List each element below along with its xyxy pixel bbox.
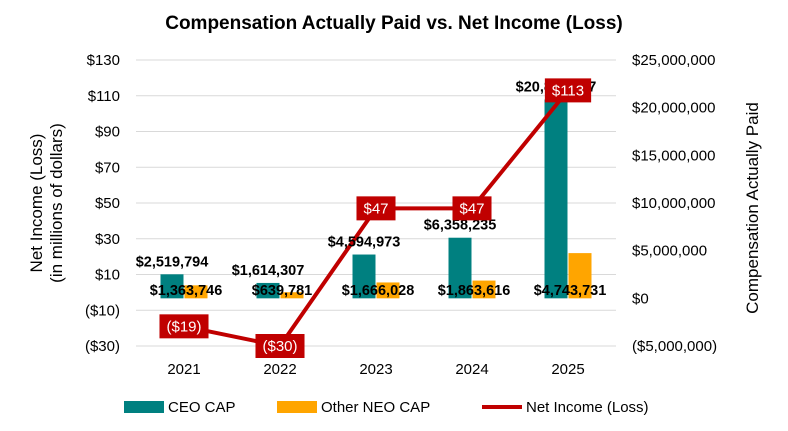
- data-label-ceo-cap: $1,614,307: [232, 263, 305, 279]
- bars: [160, 99, 592, 299]
- net-income-label-box: [452, 196, 492, 221]
- data-label-other-neo-cap: $1,363,746: [150, 283, 223, 299]
- net-income-labels: ($19) ($30) $47 $47 $113: [159, 78, 592, 358]
- bar-ceo-cap: [448, 237, 472, 299]
- bar-other-neo-cap: [568, 253, 592, 299]
- left-axis-title-line2: (in millions of dollars): [47, 123, 66, 283]
- right-tick-label: $20,000,000: [632, 100, 715, 117]
- right-tick-label: ($5,000,000): [632, 338, 717, 355]
- left-tick-label: $70: [95, 159, 120, 176]
- bar-ceo-cap: [544, 99, 568, 299]
- right-tick-label: $0: [632, 290, 649, 307]
- net-income-label: ($19): [159, 314, 209, 339]
- x-tick-label: 2021: [167, 361, 200, 378]
- left-tick-label: ($30): [85, 338, 120, 355]
- x-tick-label: 2025: [551, 361, 584, 378]
- data-label-other-neo-cap: $1,666,028: [342, 283, 415, 299]
- bar-ceo-cap: [160, 274, 184, 299]
- right-tick-label: $25,000,000: [632, 52, 715, 69]
- left-axis-title-line1: Net Income (Loss): [27, 134, 46, 273]
- data-label-other-neo-cap: $4,743,731: [534, 283, 607, 299]
- net-income-label: $47: [356, 196, 396, 221]
- bar-other-neo-cap: [376, 282, 400, 299]
- net-income-label: ($30): [255, 334, 305, 358]
- left-tick-label: $50: [95, 195, 120, 212]
- net-income-label-text: $47: [363, 200, 388, 217]
- legend-label-net-income: Net Income (Loss): [526, 399, 649, 416]
- bar-other-neo-cap: [184, 285, 208, 299]
- data-label-ceo-cap: $4,594,973: [328, 235, 401, 251]
- left-tick-label: $10: [95, 267, 120, 284]
- bar-ceo-cap: [352, 254, 376, 299]
- x-tick-label: 2022: [263, 361, 296, 378]
- right-tick-label: $10,000,000: [632, 195, 715, 212]
- net-income-label-box: [356, 196, 396, 221]
- x-axis-ticks: 2021 2022 2023 2024 2025: [167, 361, 584, 378]
- net-income-label-box: [544, 78, 592, 103]
- bar-ceo-cap: [256, 282, 280, 299]
- right-axis-ticks: $25,000,000 $20,000,000 $15,000,000 $10,000…: [632, 52, 717, 355]
- net-income-label-text: ($30): [262, 338, 297, 355]
- left-tick-label: $110: [88, 88, 120, 105]
- legend-swatch-ceo-cap: [124, 401, 164, 413]
- bar-other-neo-cap: [280, 292, 304, 299]
- left-tick-label: $30: [95, 231, 120, 248]
- left-tick-label: ($10): [85, 302, 120, 319]
- net-income-label: $47: [452, 196, 492, 221]
- x-tick-label: 2024: [455, 361, 488, 378]
- data-label-other-neo-cap: $639,781: [252, 283, 312, 299]
- net-income-label: $113: [544, 78, 592, 103]
- data-label-ceo-cap: $2,519,794: [136, 254, 209, 270]
- right-tick-label: $15,000,000: [632, 147, 715, 164]
- legend-label-ceo-cap: CEO CAP: [168, 399, 236, 416]
- data-label-ceo-cap: $6,358,235: [424, 218, 497, 234]
- left-axis-ticks: $130 $110 $90 $70 $50 $30 $10 ($10) ($30): [85, 52, 120, 355]
- net-income-label-text: $47: [459, 200, 484, 217]
- chart-title: Compensation Actually Paid vs. Net Incom…: [165, 13, 623, 34]
- legend-swatch-other-neo-cap: [277, 401, 317, 413]
- left-tick-label: $90: [95, 124, 120, 141]
- net-income-label-text: $113: [552, 82, 584, 99]
- legend-label-other-neo-cap: Other NEO CAP: [321, 399, 430, 416]
- left-tick-label: $130: [87, 52, 120, 69]
- right-tick-label: $5,000,000: [632, 243, 707, 260]
- right-axis-title: Compensation Actually Paid: [743, 102, 762, 314]
- x-tick-label: 2023: [359, 361, 392, 378]
- net-income-label-box: [255, 334, 305, 358]
- net-income-label-text: ($19): [166, 318, 201, 335]
- data-label-other-neo-cap: $1,863,616: [438, 283, 511, 299]
- legend: CEO CAP Other NEO CAP Net Income (Loss): [124, 399, 649, 416]
- bar-other-neo-cap: [472, 280, 496, 299]
- net-income-label-box: [159, 314, 209, 339]
